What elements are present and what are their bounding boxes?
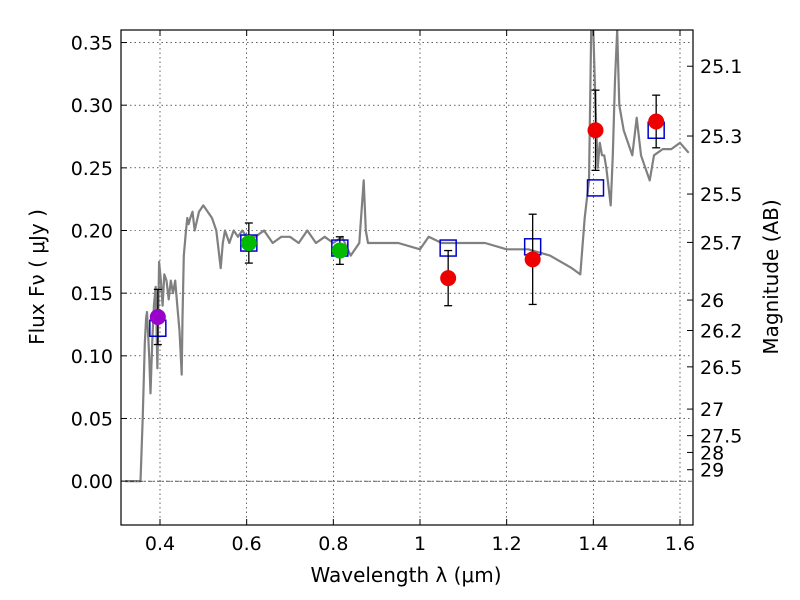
model-box <box>586 179 605 197</box>
y-tick-label: 0.15 <box>71 283 113 305</box>
right-tick-label: 25.5 <box>700 184 742 206</box>
observed-point <box>648 113 665 130</box>
axes: 0.4 0.6 0.8 1 1.2 1.4 1.6 0.00 0.05 0.10 0.15 0.20 0… <box>71 30 742 555</box>
y-tick-label: 0.35 <box>71 33 113 55</box>
right-axis-label: Magnitude (AB) <box>759 199 783 354</box>
right-tick-label: 26.2 <box>700 321 742 343</box>
y-tick-label: 0.30 <box>71 95 113 117</box>
y-tick-label: 0.00 <box>71 471 113 493</box>
model-sed-line <box>125 30 690 483</box>
x-tick-label: 1.6 <box>665 533 695 555</box>
y-tick-label: 0.10 <box>71 346 113 368</box>
x-tick-label: 1.2 <box>492 533 522 555</box>
y-tick-label: 0.20 <box>71 221 113 243</box>
x-tick-label: 1 <box>414 533 426 555</box>
x-axis-label: Wavelength λ (μm) <box>310 563 501 587</box>
right-tick-label: 25.1 <box>700 56 742 78</box>
right-tick-label: 26 <box>700 290 724 312</box>
observed-point <box>587 122 604 139</box>
observed-point <box>331 242 348 259</box>
right-tick-label: 27 <box>700 399 724 421</box>
x-tick-label: 1.4 <box>578 533 608 555</box>
right-tick-label: 26.5 <box>700 357 742 379</box>
right-tick-label: 29 <box>700 460 724 482</box>
plot-data <box>121 30 693 483</box>
right-tick-label: 28 <box>700 442 724 464</box>
right-tick-label: 25.7 <box>700 232 742 254</box>
x-tick-label: 0.4 <box>145 533 175 555</box>
plot-frame <box>120 29 694 526</box>
observed-point <box>240 235 257 252</box>
x-tick-label: 0.8 <box>318 533 348 555</box>
right-tick-label: 27.5 <box>700 426 742 448</box>
x-tick-label: 0.6 <box>232 533 262 555</box>
observed-point <box>524 251 541 268</box>
right-tick-label: 25.3 <box>700 126 742 148</box>
y-axis-label: Flux Fν ( μJy ) <box>25 209 49 345</box>
y-tick-label: 0.25 <box>71 158 113 180</box>
observed-point <box>149 308 166 325</box>
y-tick-label: 0.05 <box>71 408 113 430</box>
grid-lines <box>121 30 693 525</box>
observed-point <box>440 270 457 287</box>
